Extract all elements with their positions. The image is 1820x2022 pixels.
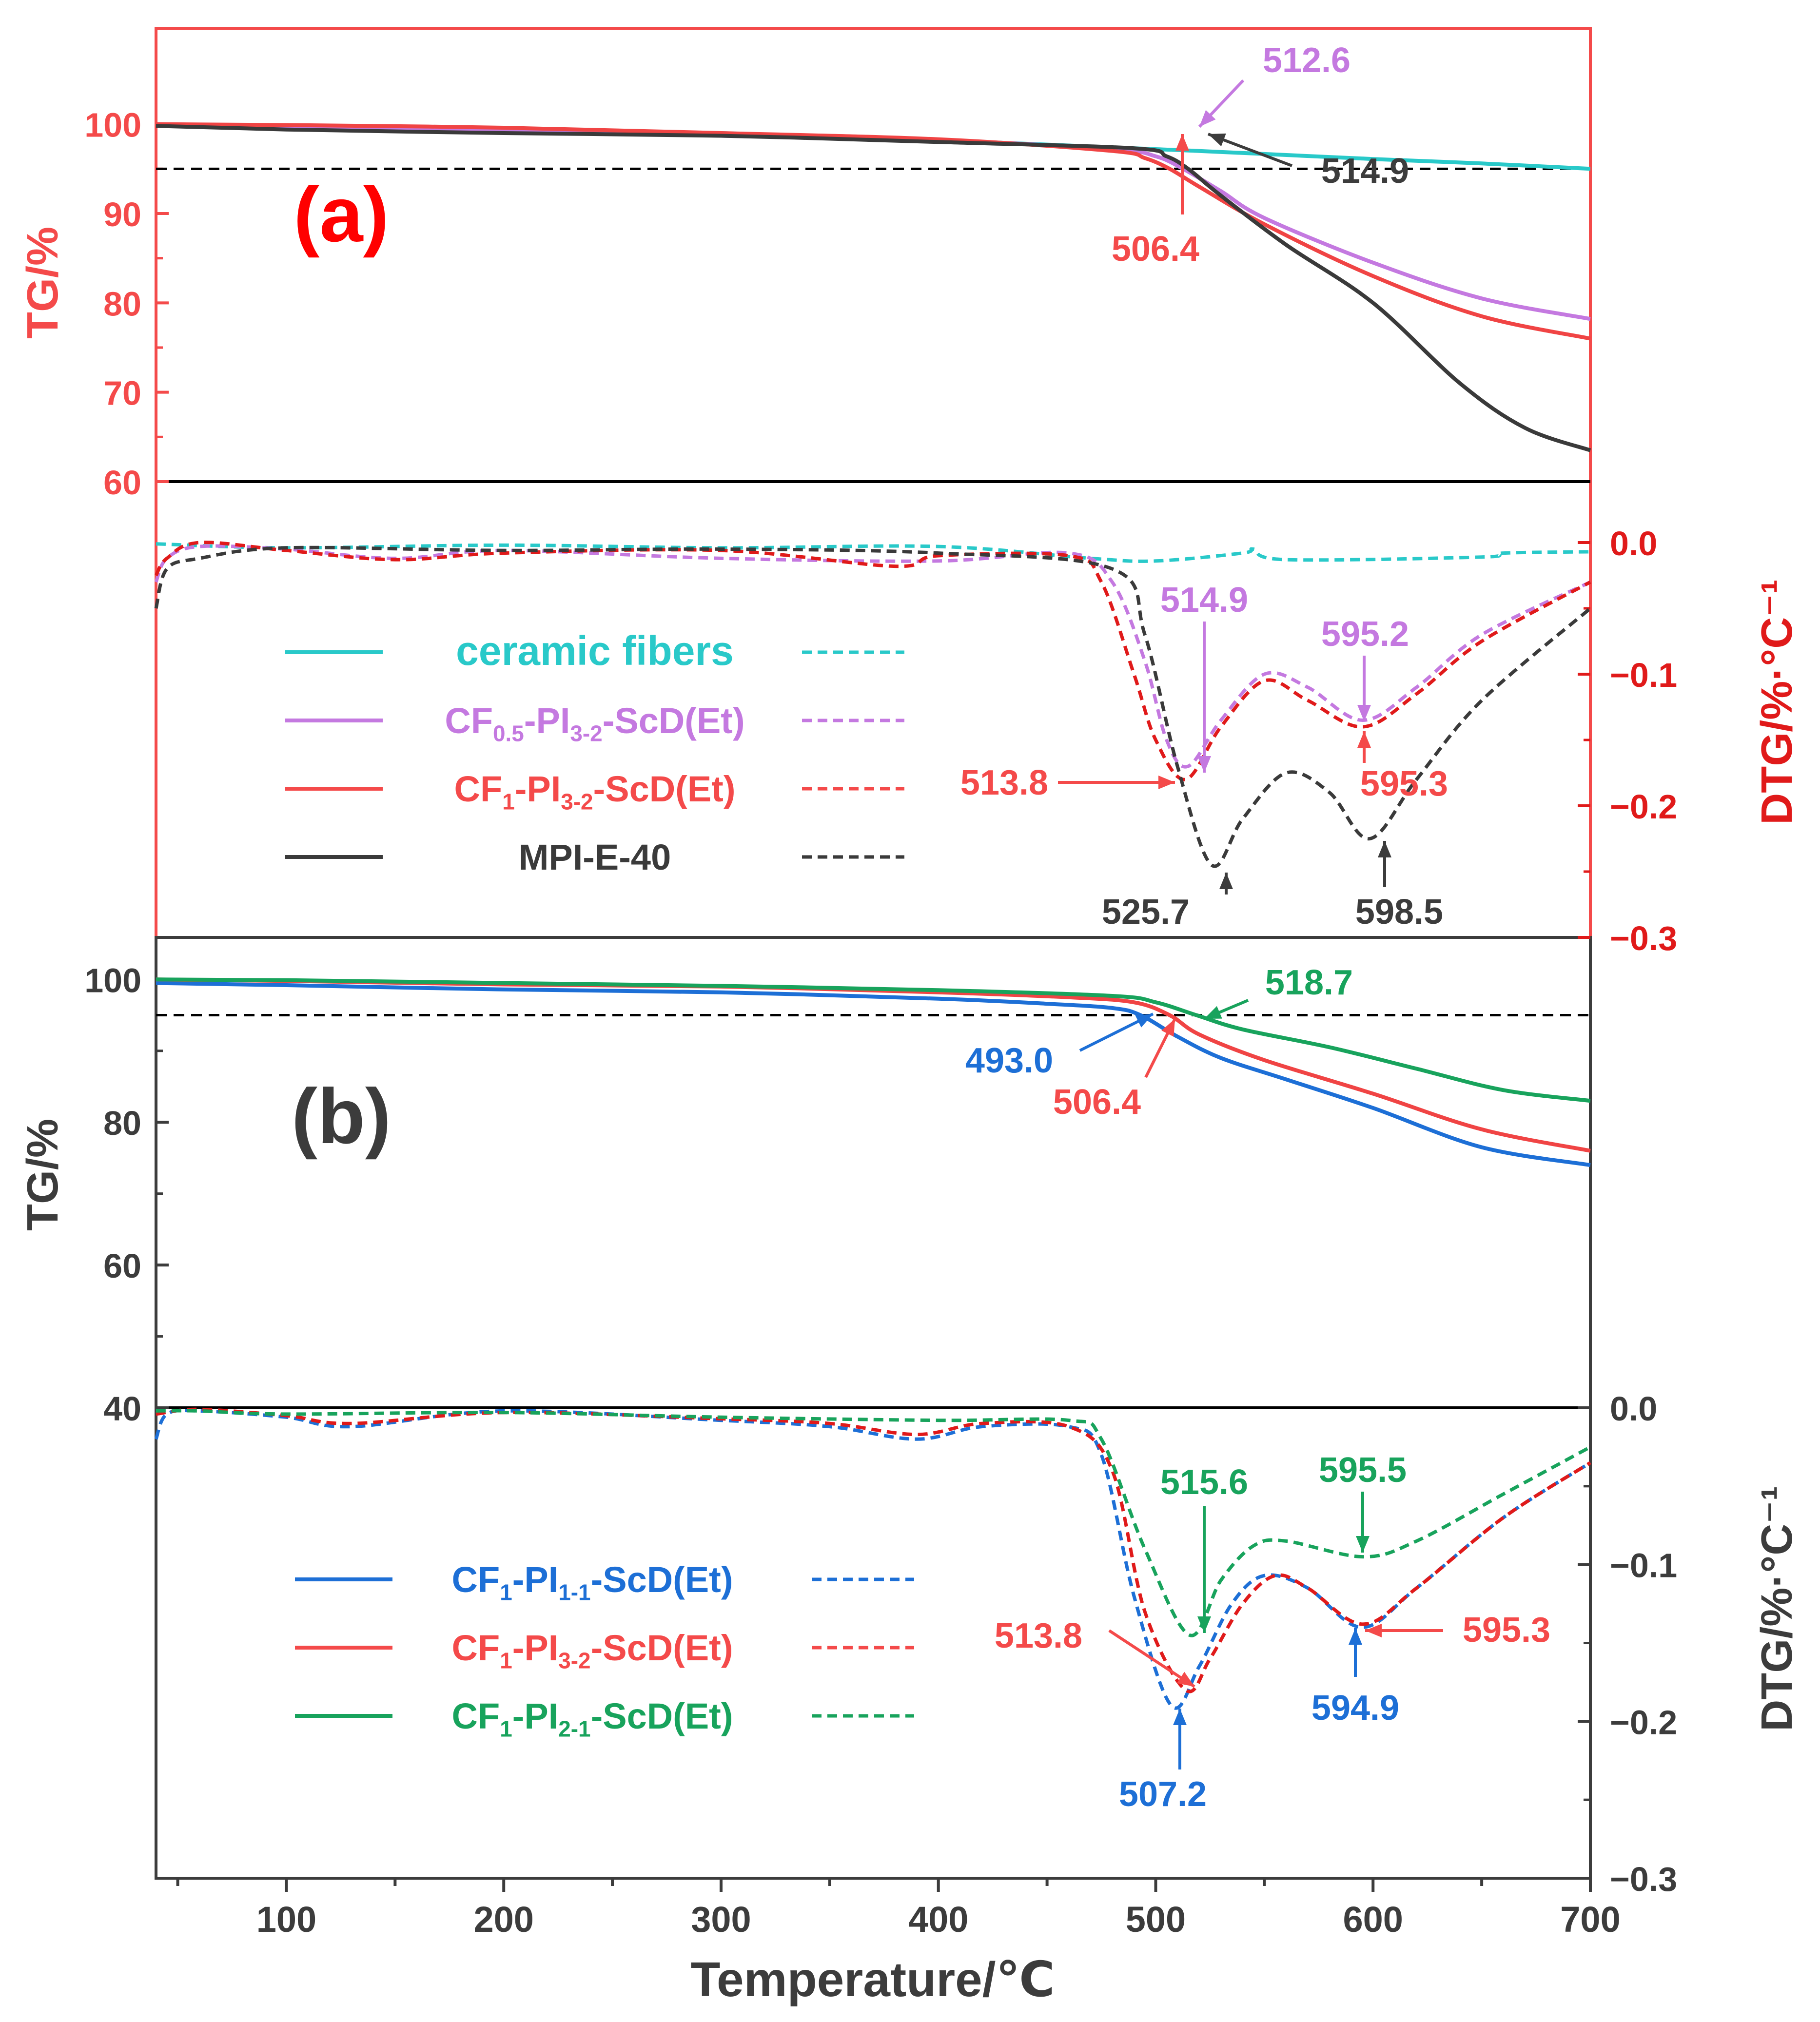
xtick-label: 300 (691, 1899, 751, 1940)
tg-ytick-label: 80 (103, 285, 141, 323)
annotations: (a) (b) 512.6 514.9 506.4 514.9 595.2 513.8 595.… (292, 41, 1550, 1814)
dtg-ytick-label: −0.1 (1610, 1547, 1677, 1585)
annotation-arrow-head (1197, 1616, 1211, 1633)
legend-label: CF1-PI3-2-ScD(Et) (452, 1628, 733, 1673)
annotation-arrow-head (1158, 776, 1175, 789)
annotation-arrow-head (1135, 1014, 1153, 1028)
tg-ytick-label: 70 (103, 374, 141, 412)
annotation-arrow-head (1378, 841, 1391, 857)
tg-curve (156, 124, 1591, 452)
dtg-axis-title: DTG/%·°C⁻¹ (1753, 1486, 1801, 1731)
legends: ceramic fibers CF0.5-PI3-2-ScD(Et) CF1-PI3… (285, 628, 914, 1741)
axes-ticks: 60 70 80 90 100 0.0 −0.1 −0.2 −0.3 40 60 80 100 0.0 −0… (84, 106, 1677, 1940)
tg-ytick-label: 60 (103, 1247, 141, 1285)
annotation-arrow-shaft (1108, 1629, 1195, 1688)
annotation-arrow-head (1176, 1672, 1194, 1687)
annotation-label: 598.5 (1355, 893, 1443, 932)
annotation-label: 506.4 (1112, 230, 1199, 269)
tg-axis-title: TG/% (19, 1119, 67, 1231)
annotation-arrow-head (1349, 1628, 1362, 1645)
annotation-label: 514.9 (1321, 152, 1409, 191)
annotation-label: 513.8 (960, 763, 1048, 802)
dtg-curve (154, 541, 1591, 781)
tg-ytick-label: 100 (84, 106, 141, 144)
dtg-ytick-label: −0.3 (1610, 1860, 1677, 1898)
dtg-axis-title: DTG/%·°C⁻¹ (1753, 579, 1801, 824)
annotation-arrow-head (1161, 1019, 1175, 1037)
dtg-curve (156, 1407, 1591, 1693)
tg-ytick-label: 90 (103, 195, 141, 233)
annotation-label: 515.6 (1160, 1463, 1248, 1502)
tg-curve (156, 122, 1591, 341)
annotation-arrow-head (1197, 756, 1211, 773)
annotation-arrow-head (1357, 705, 1371, 721)
dtg-curve (154, 1408, 1591, 1710)
annotation-label: 518.7 (1265, 963, 1353, 1002)
legend-label: ceramic fibers (456, 628, 734, 674)
x-axis-title: Temperature/℃ (690, 1952, 1055, 2007)
dtg-ytick-label: −0.1 (1610, 656, 1677, 694)
legend-label: CF1-PI1-1-ScD(Et) (452, 1559, 733, 1605)
xtick-label: 600 (1343, 1899, 1403, 1940)
panel-label: (a) (294, 171, 389, 258)
annotation-label: 594.9 (1311, 1689, 1399, 1728)
annotation-label: 512.6 (1263, 41, 1350, 80)
legend-label: MPI-E-40 (519, 837, 671, 877)
annotation-label: 595.5 (1319, 1451, 1407, 1490)
tg-ytick-label: 80 (103, 1104, 141, 1142)
legend-label: CF0.5-PI3-2-ScD(Et) (445, 700, 744, 746)
annotation-label: 507.2 (1119, 1775, 1207, 1814)
tg-curve (156, 981, 1591, 1167)
annotation-arrow-head (1219, 873, 1233, 889)
tg-axis-title: TG/% (19, 227, 67, 339)
dtg-ytick-label: −0.3 (1610, 919, 1677, 957)
data-curves (154, 122, 1592, 1710)
annotation-arrow-head (1357, 731, 1371, 748)
xtick-label: 500 (1126, 1899, 1186, 1940)
annotation-arrow-head (1208, 133, 1226, 147)
dtg-ytick-label: −0.2 (1610, 1703, 1677, 1741)
annotation-arrow-head (1175, 134, 1189, 151)
annotation-label: 513.8 (995, 1616, 1082, 1655)
tg-ytick-label: 100 (84, 961, 141, 999)
annotation-arrow-head (1173, 1709, 1187, 1725)
axis-labels: TG/% DTG/%·°C⁻¹ TG/% DTG/%·°C⁻¹ Temperature/… (19, 227, 1801, 2007)
annotation-arrow-head (1356, 1536, 1370, 1553)
dtg-ytick-label: −0.2 (1610, 788, 1677, 826)
tg-ytick-label: 40 (103, 1390, 141, 1428)
annotation-arrow-head (1365, 1624, 1382, 1637)
panel-label: (b) (292, 1072, 391, 1160)
annotation-label: 595.2 (1321, 615, 1409, 654)
dtg-ytick-label: 0.0 (1610, 525, 1657, 563)
xtick-label: 700 (1560, 1899, 1620, 1940)
dtg-ytick-label: 0.0 (1610, 1390, 1657, 1428)
annotation-label: 514.9 (1160, 581, 1248, 620)
xtick-label: 400 (908, 1899, 968, 1940)
dtg-curve (156, 1409, 1591, 1637)
annotation-arrow-head (1199, 110, 1216, 127)
dtg-curve (154, 545, 1592, 868)
dtg-curve (154, 544, 1591, 769)
annotation-arrow-head (1204, 1006, 1222, 1019)
annotation-label: 506.4 (1053, 1083, 1141, 1122)
xtick-label: 100 (256, 1899, 316, 1940)
legend-label: CF1-PI3-2-ScD(Et) (454, 769, 736, 814)
tg-curve (156, 977, 1591, 1103)
legend-label: CF1-PI2-1-ScD(Et) (452, 1696, 733, 1741)
annotation-label: 493.0 (965, 1041, 1053, 1080)
tg-ytick-label: 60 (103, 464, 141, 502)
annotation-label: 595.3 (1360, 764, 1448, 803)
annotation-label: 525.7 (1102, 893, 1190, 932)
annotation-label: 595.3 (1463, 1611, 1550, 1650)
xtick-label: 200 (473, 1899, 533, 1940)
